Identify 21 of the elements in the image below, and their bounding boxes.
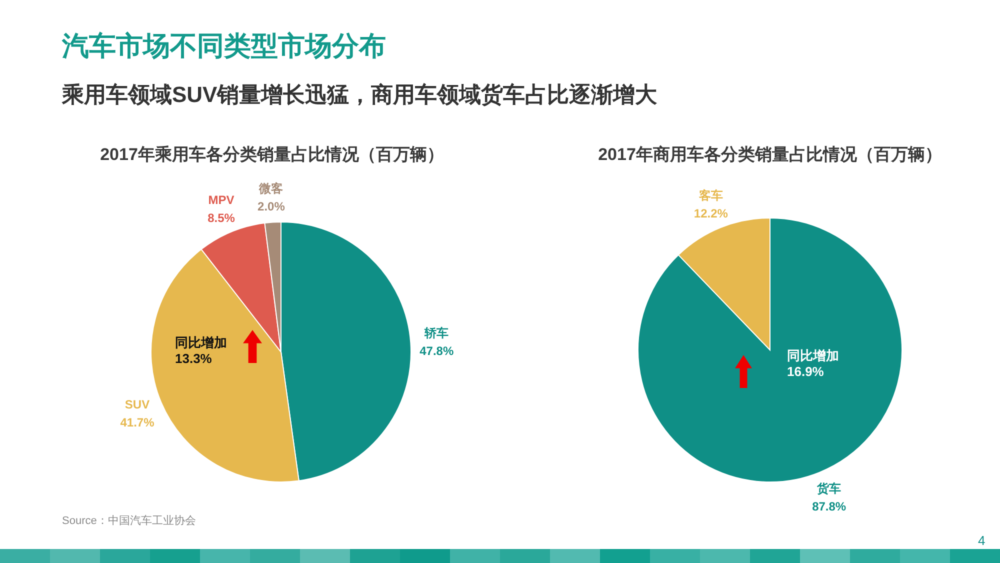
data-label: 8.5%: [208, 210, 236, 225]
source-note: Source：中国汽车工业协会: [62, 515, 196, 528]
text: 汽车市场不同类型市场分布: [62, 30, 386, 63]
text: 4: [978, 533, 986, 549]
slice-label: 轿车: [424, 326, 449, 340]
data-label: 2.0%: [258, 199, 286, 214]
text: 同比增加 13.3%: [175, 335, 227, 366]
slice-label: 货车: [816, 482, 842, 496]
data-label: 41.7%: [120, 416, 155, 430]
data-label: 87.8%: [812, 500, 846, 514]
slice-label: MPV: [208, 192, 234, 207]
text: 乘用车领域SUV销量增长迅猛，商用车领域货车占比逐渐增大: [62, 81, 658, 109]
chart-title: 2017年商用车各分类销量占比情况（百万辆）: [597, 144, 943, 166]
pie-slice: [638, 218, 902, 482]
slice-label: 客车: [698, 188, 723, 202]
text: 同比增加 16.9%: [787, 348, 839, 380]
slice-label: SUV: [124, 398, 150, 412]
data-label: 12.2%: [694, 206, 728, 220]
chart-title: 2017年乘用车各分类销量占比情况（百万辆）: [99, 144, 445, 166]
data-label: 47.8%: [420, 344, 454, 358]
slice-label: 微客: [258, 181, 284, 196]
